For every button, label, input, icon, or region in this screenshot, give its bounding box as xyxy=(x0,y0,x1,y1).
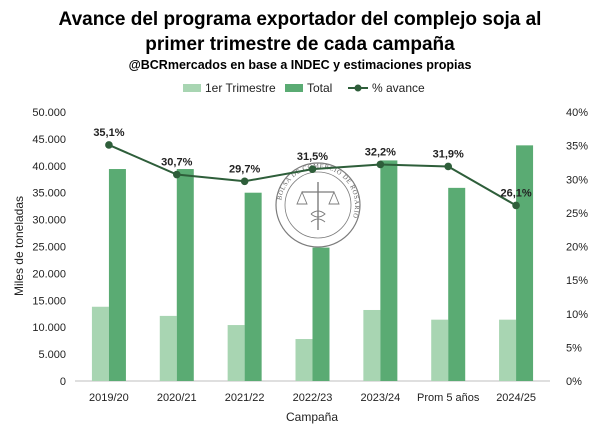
bar-1er-trimestre xyxy=(295,339,313,381)
chart-title-line1: Avance del programa exportador del compl… xyxy=(59,9,542,30)
y2-tick-label: 10% xyxy=(566,309,588,321)
chart-title-line2: primer trimestre de cada campaña xyxy=(145,34,455,55)
avance-data-label: 26,1% xyxy=(500,187,531,199)
chart-subtitle: @BCRmercados en base a INDEC y estimacio… xyxy=(129,58,472,72)
avance-point xyxy=(308,165,317,173)
y-tick-label: 0 xyxy=(60,376,66,388)
y2-tick-label: 25% xyxy=(566,208,588,220)
legend-label-avance: % avance xyxy=(372,81,425,95)
legend-label-1er-trimestre: 1er Trimestre xyxy=(205,81,276,95)
y-tick-label: 25.000 xyxy=(32,242,66,254)
y-axis-title: Miles de toneladas xyxy=(12,196,26,296)
bar-1er-trimestre xyxy=(227,325,245,381)
avance-data-label: 31,9% xyxy=(433,148,464,160)
y-tick-label: 50.000 xyxy=(32,107,66,119)
x-tick-label: 2024/25 xyxy=(496,392,536,404)
avance-point xyxy=(172,170,181,179)
bar-1er-trimestre xyxy=(431,319,449,381)
bar-total xyxy=(312,247,330,381)
avance-data-label: 29,7% xyxy=(229,163,260,175)
x-axis-title: Campaña xyxy=(286,410,338,424)
bar-total xyxy=(380,160,398,381)
y-tick-label: 10.000 xyxy=(32,322,66,334)
y2-tick-label: 5% xyxy=(566,342,582,354)
y-tick-label: 20.000 xyxy=(32,268,66,280)
avance-point xyxy=(444,162,453,171)
y-tick-label: 15.000 xyxy=(32,295,66,307)
bars-group: 2019/20 2020/21 2021/22 2022/23 2023/24 Prom … xyxy=(89,145,536,404)
legend-swatch-1er-trimestre xyxy=(183,84,201,92)
bar-total xyxy=(448,187,466,381)
y-tick-label: 40.000 xyxy=(32,161,66,173)
x-tick-label: 2019/20 xyxy=(89,392,129,404)
bar-1er-trimestre xyxy=(499,319,517,381)
x-tick-label: Prom 5 años xyxy=(417,392,480,404)
legend: 1er Trimestre Total % avance xyxy=(183,81,425,95)
bar-total xyxy=(516,145,534,381)
legend-swatch-total xyxy=(285,84,303,92)
y-axis-right: 0% 5% 10% 15% 20% 25% 30% 35% 40% xyxy=(566,107,588,388)
x-tick-label: 2022/23 xyxy=(293,392,333,404)
y2-tick-label: 40% xyxy=(566,107,588,119)
avance-data-label: 30,7% xyxy=(161,157,192,169)
y-tick-label: 45.000 xyxy=(32,134,66,146)
bar-1er-trimestre xyxy=(91,306,109,381)
x-tick-label: 2020/21 xyxy=(157,392,197,404)
y2-tick-label: 15% xyxy=(566,275,588,287)
y-tick-label: 35.000 xyxy=(32,188,66,200)
x-tick-label: 2023/24 xyxy=(360,392,400,404)
y-axis-left: 0 5.000 10.000 15.000 20.000 25.000 30.000 35.0… xyxy=(32,107,66,388)
avance-data-label: 32,2% xyxy=(365,146,396,158)
avance-data-label: 31,5% xyxy=(297,151,328,163)
bar-total xyxy=(176,169,194,381)
bar-1er-trimestre xyxy=(159,315,177,381)
avance-point xyxy=(240,177,249,186)
avance-data-label: 35,1% xyxy=(93,127,124,139)
legend-label-total: Total xyxy=(307,81,332,95)
x-tick-label: 2021/22 xyxy=(225,392,265,404)
y2-tick-label: 35% xyxy=(566,141,588,153)
legend-marker-avance xyxy=(354,84,362,92)
y2-tick-label: 20% xyxy=(566,242,588,254)
bar-total xyxy=(244,192,262,381)
avance-point xyxy=(105,141,113,149)
y-tick-label: 30.000 xyxy=(32,215,66,227)
avance-point xyxy=(512,201,520,210)
y-tick-label: 5.000 xyxy=(38,349,66,361)
watermark-seal: BOLSA DE COMERCIO DE ROSARIO xyxy=(275,162,361,248)
avance-point xyxy=(376,160,385,169)
bar-total xyxy=(108,169,126,381)
avance-line-group: 35,1% 30,7% 29,7% 31,5% 32,2% 31,9% 26,1% xyxy=(93,127,532,210)
bar-1er-trimestre xyxy=(363,309,381,381)
y2-tick-label: 0% xyxy=(566,376,582,388)
y2-tick-label: 30% xyxy=(566,174,588,186)
